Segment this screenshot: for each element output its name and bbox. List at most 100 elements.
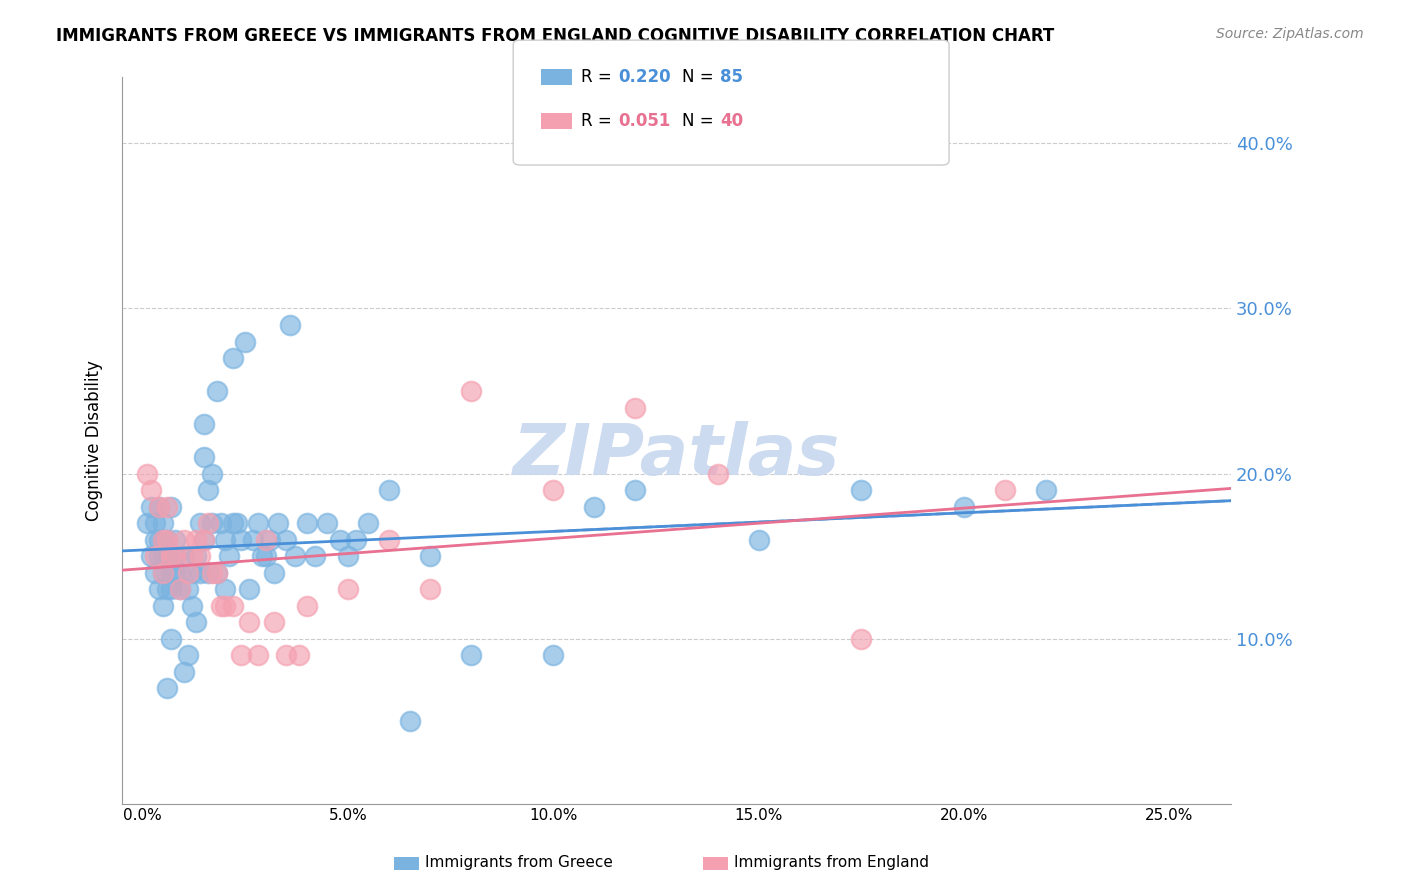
Point bbox=[851, 483, 873, 497]
Point bbox=[165, 533, 187, 547]
Point bbox=[851, 632, 873, 646]
Point bbox=[238, 615, 260, 629]
Point bbox=[160, 566, 183, 580]
Point bbox=[748, 533, 770, 547]
Point bbox=[263, 566, 285, 580]
Point bbox=[152, 516, 174, 530]
Text: 0.220: 0.220 bbox=[619, 68, 671, 86]
Point bbox=[148, 533, 170, 547]
Point bbox=[624, 401, 647, 415]
Point bbox=[994, 483, 1017, 497]
Point bbox=[357, 516, 380, 530]
Point bbox=[177, 566, 200, 580]
Point bbox=[201, 516, 224, 530]
Point bbox=[156, 549, 179, 563]
Point bbox=[231, 648, 253, 662]
Point bbox=[336, 582, 359, 596]
Point bbox=[209, 599, 232, 613]
Point bbox=[143, 549, 166, 563]
Point bbox=[160, 500, 183, 514]
Point bbox=[177, 582, 200, 596]
Point bbox=[254, 533, 277, 547]
Point bbox=[226, 516, 249, 530]
Point bbox=[188, 549, 211, 563]
Point bbox=[148, 500, 170, 514]
Point bbox=[201, 566, 224, 580]
Point bbox=[160, 582, 183, 596]
Point bbox=[378, 533, 401, 547]
Point bbox=[184, 549, 207, 563]
Point bbox=[152, 566, 174, 580]
Point bbox=[135, 516, 157, 530]
Point bbox=[238, 582, 260, 596]
Point bbox=[173, 549, 195, 563]
Point bbox=[242, 533, 264, 547]
Point bbox=[201, 467, 224, 481]
Point bbox=[152, 599, 174, 613]
Point bbox=[160, 632, 183, 646]
Text: Immigrants from Greece: Immigrants from Greece bbox=[425, 855, 613, 870]
Point bbox=[214, 533, 236, 547]
Point bbox=[165, 566, 187, 580]
Point bbox=[156, 582, 179, 596]
Point bbox=[214, 599, 236, 613]
Point bbox=[706, 467, 728, 481]
Point bbox=[460, 648, 482, 662]
Point bbox=[218, 549, 240, 563]
Point bbox=[1035, 483, 1057, 497]
Point bbox=[246, 648, 269, 662]
Text: 0.051: 0.051 bbox=[619, 112, 671, 130]
Point bbox=[541, 648, 564, 662]
Point bbox=[231, 533, 253, 547]
Point bbox=[152, 549, 174, 563]
Point bbox=[233, 334, 256, 349]
Text: R =: R = bbox=[581, 112, 617, 130]
Point bbox=[193, 450, 215, 464]
Point bbox=[254, 549, 277, 563]
Point bbox=[419, 582, 441, 596]
Point bbox=[156, 681, 179, 695]
Point bbox=[304, 549, 326, 563]
Point bbox=[316, 516, 339, 530]
Text: ZIPatlas: ZIPatlas bbox=[513, 420, 841, 490]
Point bbox=[287, 648, 309, 662]
Point bbox=[160, 549, 183, 563]
Point bbox=[169, 566, 191, 580]
Point bbox=[222, 516, 245, 530]
Point bbox=[197, 566, 219, 580]
Point bbox=[246, 516, 269, 530]
Point bbox=[953, 500, 976, 514]
Point bbox=[222, 351, 245, 365]
Point bbox=[205, 384, 228, 398]
Point bbox=[169, 582, 191, 596]
Point bbox=[419, 549, 441, 563]
Point bbox=[283, 549, 305, 563]
Point bbox=[280, 318, 302, 332]
Point bbox=[152, 533, 174, 547]
Point bbox=[460, 384, 482, 398]
Point bbox=[135, 467, 157, 481]
Point bbox=[378, 483, 401, 497]
Point bbox=[184, 615, 207, 629]
Point bbox=[165, 549, 187, 563]
Point bbox=[197, 516, 219, 530]
Point bbox=[193, 533, 215, 547]
Text: Source: ZipAtlas.com: Source: ZipAtlas.com bbox=[1216, 27, 1364, 41]
Point bbox=[143, 516, 166, 530]
Point bbox=[143, 566, 166, 580]
Point bbox=[541, 483, 564, 497]
Point bbox=[139, 549, 162, 563]
Point bbox=[177, 648, 200, 662]
Point bbox=[193, 417, 215, 431]
Point bbox=[156, 533, 179, 547]
Point bbox=[173, 665, 195, 679]
Point bbox=[263, 615, 285, 629]
Point bbox=[148, 500, 170, 514]
Point bbox=[583, 500, 606, 514]
Point bbox=[188, 566, 211, 580]
Point bbox=[209, 516, 232, 530]
Point bbox=[205, 566, 228, 580]
Point bbox=[197, 483, 219, 497]
Point bbox=[336, 549, 359, 563]
Point bbox=[152, 533, 174, 547]
